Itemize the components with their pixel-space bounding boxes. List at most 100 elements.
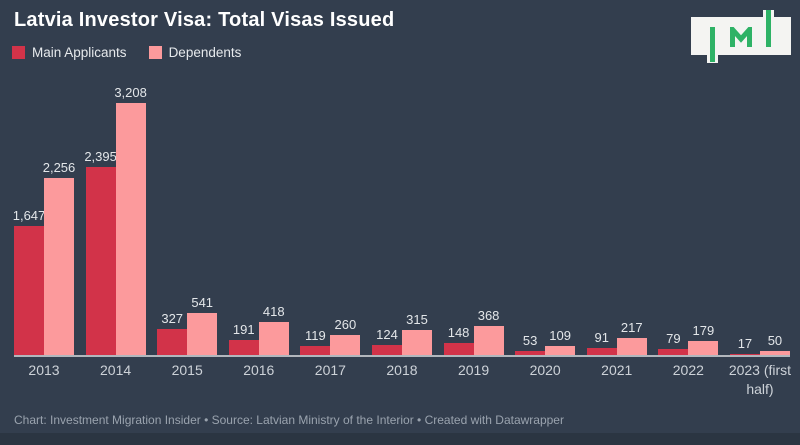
- bar-value-label: 2,395: [84, 148, 117, 164]
- bar-column: 418: [258, 103, 289, 355]
- imi-logo: [691, 10, 792, 63]
- bar-dependents-2022: [688, 340, 719, 355]
- bar-column: 148: [443, 103, 474, 355]
- bar-column: 119: [300, 103, 331, 355]
- bar-dependents-2015: [187, 312, 218, 355]
- legend-label: Main Applicants: [32, 45, 127, 60]
- bar-column: 109: [545, 103, 576, 355]
- bar-main-applicants-2023: [729, 353, 760, 355]
- x-axis-line: [14, 355, 790, 357]
- bar-dependents-2016: [258, 322, 289, 355]
- bar-column: 3,208: [114, 85, 147, 355]
- bar-group-2017: 119 260: [300, 103, 361, 355]
- bar-dependents-2013: [44, 177, 74, 355]
- bar-column: 79: [658, 103, 689, 355]
- bar-column: 91: [586, 103, 617, 355]
- bar-dependents-2021: [616, 337, 647, 355]
- bar-value-label: 124: [376, 327, 398, 343]
- bar-column: 541: [187, 103, 218, 355]
- bar-dependents-2023: [759, 351, 790, 355]
- bar-value-label: 91: [594, 329, 609, 345]
- bar-column: 50: [759, 103, 790, 355]
- bar-value-label: 327: [161, 311, 184, 327]
- bar-group-2014: 2,395 3,208: [84, 85, 147, 355]
- imi-logo-letter-i-right: [766, 10, 771, 47]
- bar-main-applicants-2016: [228, 340, 259, 355]
- legend-item-dependents: Dependents: [148, 45, 242, 60]
- bar-main-applicants-2018: [371, 345, 402, 355]
- bar-group-2013: 1,647 2,256: [12, 103, 76, 355]
- bar-dependents-2018: [401, 330, 432, 355]
- x-tick-2018: 2018: [386, 362, 418, 378]
- main-applicants-swatch-icon: [12, 46, 25, 59]
- bar-dependents-2017: [330, 334, 361, 355]
- x-tick-2014: 2014: [100, 362, 132, 378]
- bar-column: 327: [157, 103, 188, 355]
- x-tick-2019: 2019: [457, 362, 490, 378]
- bar-group-2021: 91 217: [586, 103, 647, 355]
- bar-column: 217: [616, 103, 647, 355]
- bar-column: 315: [401, 103, 432, 355]
- bar-value-label: 2,256: [42, 159, 76, 175]
- bar-column: 368: [473, 103, 504, 355]
- bar-value-label: 217: [620, 319, 643, 335]
- bar-value-label: 17: [737, 335, 753, 351]
- bar-main-applicants-2020: [515, 350, 546, 355]
- bar-main-applicants-2013: [14, 225, 44, 355]
- bar-column: 179: [688, 103, 719, 355]
- bar-main-applicants-2019: [443, 343, 474, 355]
- bar-value-label: 179: [692, 322, 715, 338]
- x-tick-2013: 2013: [28, 362, 60, 378]
- x-tick-2020: 2020: [529, 362, 561, 378]
- x-tick-2023: 2023 (first half): [728, 362, 792, 397]
- bar-group-2016: 191 418: [228, 103, 289, 355]
- chart-footer: Chart: Investment Migration Insider • So…: [14, 413, 564, 427]
- bar-value-label: 1,647: [12, 207, 46, 223]
- x-tick-2017: 2017: [314, 362, 346, 378]
- bar-dependents-2014: [115, 103, 146, 355]
- x-axis-labels: 2013 2014 2015 2016 2017 2018 2019 2020 2021 2022…: [14, 361, 791, 399]
- bar-column: 1,647: [12, 103, 46, 355]
- bar-dependents-2020: [545, 346, 576, 355]
- bar-value-label: 418: [262, 304, 285, 320]
- bar-column: 53: [515, 103, 546, 355]
- bar-main-applicants-2015: [157, 329, 188, 355]
- bar-value-label: 191: [232, 322, 255, 337]
- bar-value-label: 53: [522, 332, 538, 348]
- bar-value-label: 119: [305, 327, 326, 343]
- bar-value-label: 79: [666, 330, 681, 346]
- bar-value-label: 3,208: [114, 85, 147, 100]
- imi-logo-letter-i-left: [710, 27, 715, 62]
- bar-value-label: 50: [767, 333, 783, 349]
- legend-label: Dependents: [168, 45, 242, 60]
- bar-value-label: 541: [191, 294, 214, 310]
- bar-group-2023: 17 50: [729, 103, 790, 355]
- bar-main-applicants-2014: [85, 166, 116, 355]
- x-tick-2015: 2015: [171, 362, 203, 378]
- bottom-band: [0, 433, 800, 445]
- bar-value-label: 109: [549, 328, 572, 344]
- bar-plot: 1,647 2,256 2,395 3,208 327 541 191 418 119 260 12…: [12, 85, 790, 355]
- bar-column: 2,395: [84, 103, 117, 355]
- bar-group-2019: 148 368: [443, 103, 504, 355]
- page-title: Latvia Investor Visa: Total Visas Issued: [14, 9, 395, 31]
- bar-column: 2,256: [42, 103, 76, 355]
- imi-logo-letter-m: [730, 27, 752, 47]
- legend-item-main-applicants: Main Applicants: [12, 45, 127, 60]
- bar-column: 260: [330, 103, 361, 355]
- bar-value-label: 315: [406, 312, 428, 328]
- bar-value-label: 148: [447, 325, 470, 341]
- bar-group-2018: 124 315: [371, 103, 432, 355]
- bar-main-applicants-2022: [658, 348, 689, 355]
- bar-column: 17: [729, 103, 760, 355]
- x-tick-2022: 2022: [672, 362, 704, 378]
- bar-main-applicants-2017: [300, 345, 331, 355]
- bar-column: 124: [371, 103, 402, 355]
- bar-group-2022: 79 179: [658, 103, 719, 355]
- bar-group-2015: 327 541: [157, 103, 218, 355]
- x-tick-2021: 2021: [601, 362, 633, 378]
- bar-value-label: 368: [477, 308, 500, 324]
- x-tick-2016: 2016: [243, 362, 275, 378]
- bar-group-2020: 53 109: [515, 103, 576, 355]
